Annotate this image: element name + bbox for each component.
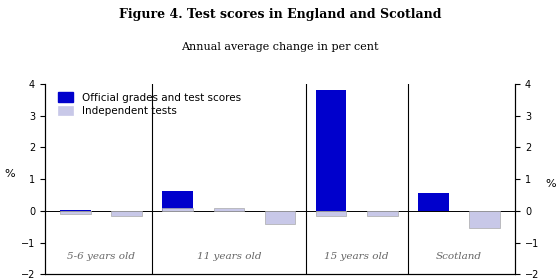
Bar [367, 211, 398, 216]
Y-axis label: %: % [545, 179, 556, 189]
Bar [418, 193, 449, 211]
Y-axis label: %: % [4, 169, 15, 179]
Bar [162, 191, 193, 211]
Bar [469, 211, 500, 228]
Bar [60, 211, 91, 214]
Bar [111, 211, 142, 216]
Text: 5-6 years old: 5-6 years old [67, 253, 135, 262]
Legend: Official grades and test scores, Independent tests: Official grades and test scores, Indepen… [55, 89, 244, 119]
Bar [60, 210, 91, 211]
Text: Annual average change in per cent: Annual average change in per cent [181, 42, 379, 52]
Bar [316, 90, 347, 211]
Text: Scotland: Scotland [436, 253, 482, 262]
Text: Figure 4. Test scores in England and Scotland: Figure 4. Test scores in England and Sco… [119, 8, 441, 21]
Bar [316, 211, 347, 216]
Bar [162, 208, 193, 211]
Bar [265, 211, 295, 224]
Text: 11 years old: 11 years old [197, 253, 261, 262]
Bar [213, 208, 244, 211]
Text: 15 years old: 15 years old [324, 253, 389, 262]
